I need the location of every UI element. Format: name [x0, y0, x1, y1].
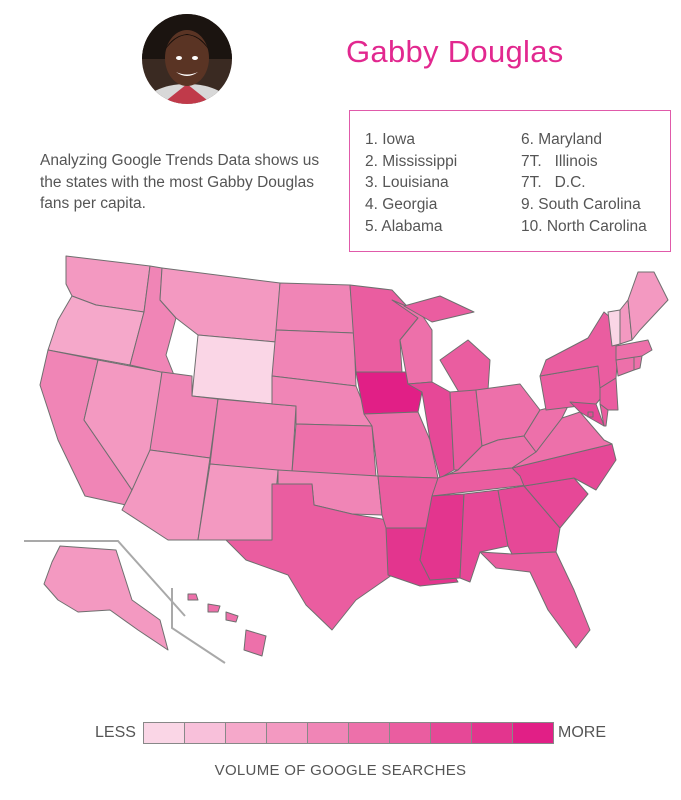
- state-mi: [403, 295, 491, 395]
- ranking-item: 10. North Carolina: [521, 217, 647, 235]
- alaska-inset-border: [24, 540, 186, 617]
- rankings-column-left: 1. Iowa 2. Mississippi 3. Louisiana 4. G…: [365, 129, 457, 238]
- state-ks: [291, 423, 377, 477]
- ranking-item: 4. Georgia: [365, 196, 438, 214]
- state-ak: [43, 545, 169, 651]
- legend-less-label: LESS: [95, 724, 136, 741]
- ranking-item: 7T. Illinois: [521, 152, 598, 170]
- state-co: [209, 398, 297, 473]
- color-scale-legend: LESS MORE: [95, 720, 615, 746]
- rankings-box: 1. Iowa 2. Mississippi 3. Louisiana 4. G…: [349, 110, 671, 252]
- ranking-item: 2. Mississippi: [365, 152, 458, 170]
- legend-swatch: [267, 723, 308, 743]
- legend-swatch: [431, 723, 472, 743]
- state-ma: [615, 339, 653, 361]
- state-ri: [633, 355, 643, 371]
- state-mt: [159, 267, 281, 343]
- state-tx: [225, 483, 393, 631]
- legend-more-label: MORE: [558, 724, 606, 741]
- legend-swatch: [349, 723, 390, 743]
- state-hi: [187, 593, 267, 657]
- state-md: [569, 401, 605, 427]
- state-nd: [275, 282, 355, 334]
- us-choropleth-map: [24, 255, 669, 664]
- rankings-column-right: 6. Maryland 7T. Illinois 7T. D.C. 9. Sou…: [521, 129, 647, 238]
- state-nj: [599, 377, 619, 411]
- ranking-item: 3. Louisiana: [365, 174, 449, 192]
- legend-swatch: [144, 723, 185, 743]
- legend-swatch: [390, 723, 431, 743]
- state-dc: [587, 411, 594, 418]
- state-wy: [191, 334, 277, 405]
- ranking-item: 6. Maryland: [521, 131, 602, 148]
- legend-swatch: [308, 723, 349, 743]
- legend-caption: VOLUME OF GOOGLE SEARCHES: [214, 762, 467, 779]
- intro-text: Analyzing Google Trends Data shows us th…: [40, 152, 320, 212]
- gabby-douglas-avatar: [142, 14, 232, 104]
- state-ia: [355, 371, 423, 415]
- ranking-item: 1. Iowa: [365, 131, 415, 148]
- state-nc: [511, 443, 617, 491]
- state-il: [407, 381, 455, 479]
- state-az: [121, 449, 211, 541]
- hawaii-inset-border: [171, 588, 226, 664]
- ranking-item: 9. South Carolina: [521, 196, 641, 214]
- ranking-item: 7T. D.C.: [521, 174, 586, 192]
- state-fl: [479, 551, 591, 649]
- state-me: [627, 271, 669, 341]
- legend-swatch: [472, 723, 513, 743]
- page-title: Gabby Douglas: [346, 34, 564, 69]
- legend-swatch: [226, 723, 267, 743]
- ranking-item: 5. Alabama: [365, 217, 443, 235]
- legend-swatches: [143, 722, 554, 744]
- legend-swatch: [513, 723, 553, 743]
- legend-swatch: [185, 723, 226, 743]
- state-nm: [197, 463, 279, 541]
